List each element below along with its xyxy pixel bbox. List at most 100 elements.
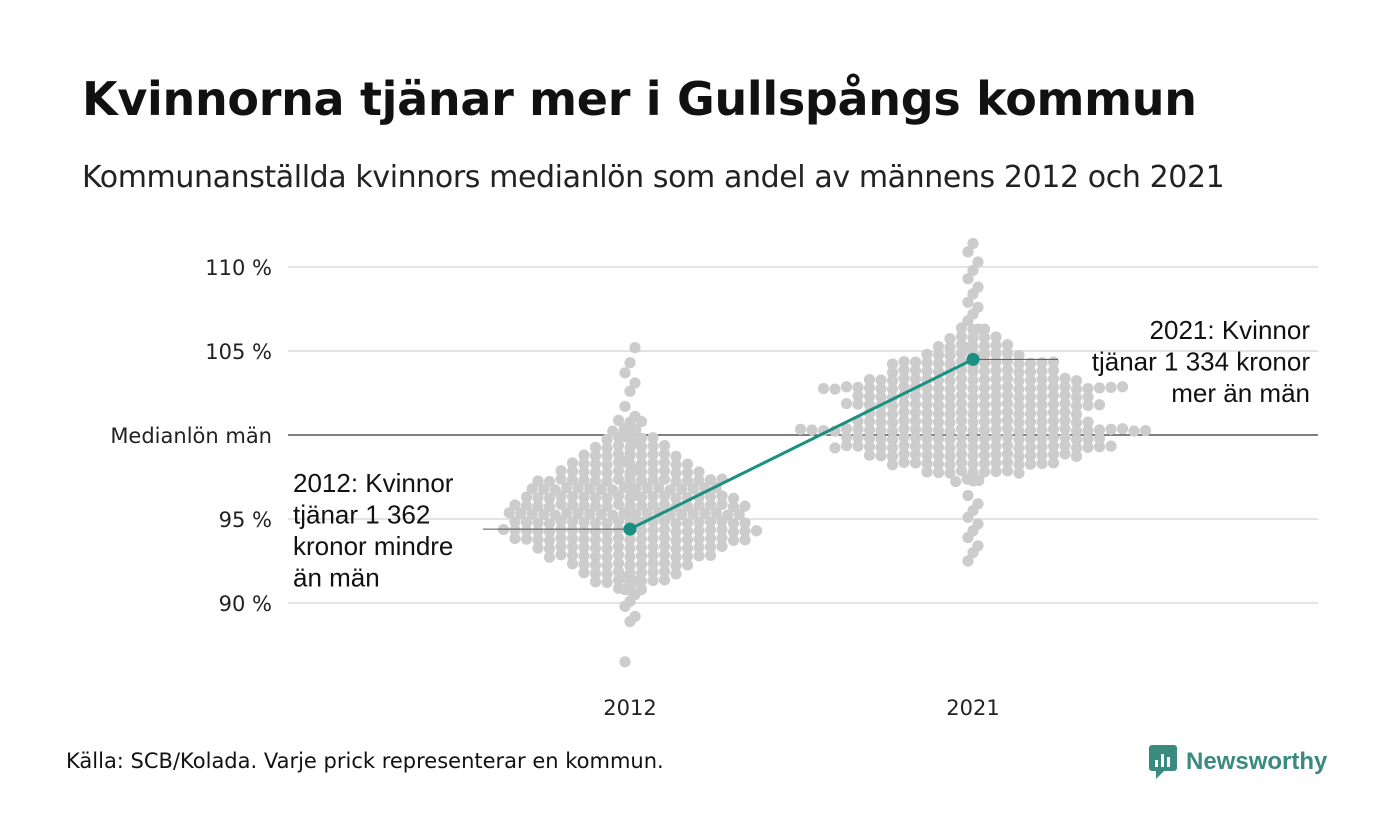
data-dot bbox=[658, 439, 671, 452]
data-dot bbox=[607, 484, 619, 496]
data-dot bbox=[549, 484, 561, 496]
data-dot bbox=[589, 475, 602, 487]
data-dot bbox=[1001, 431, 1014, 443]
data-dot bbox=[647, 448, 659, 461]
data-dot bbox=[875, 433, 887, 445]
data-dot bbox=[1024, 433, 1037, 445]
data-dot bbox=[727, 501, 740, 513]
data-dot bbox=[1024, 382, 1037, 395]
data-dot bbox=[578, 516, 590, 528]
data-dot bbox=[647, 465, 659, 477]
data-dot bbox=[624, 385, 636, 397]
data-dot bbox=[1059, 381, 1071, 393]
data-dot bbox=[921, 457, 933, 470]
data-dot bbox=[619, 656, 631, 668]
data-dot bbox=[543, 543, 556, 555]
data-dot bbox=[670, 551, 682, 563]
data-dot bbox=[526, 508, 538, 520]
dots-layer bbox=[497, 237, 1152, 668]
data-dot bbox=[1036, 457, 1048, 470]
data-dot bbox=[921, 390, 933, 402]
data-dot bbox=[921, 441, 933, 453]
data-dot bbox=[978, 466, 991, 478]
data-dot bbox=[589, 458, 602, 470]
data-dot bbox=[921, 415, 933, 428]
data-dot bbox=[898, 431, 910, 443]
data-dot bbox=[555, 465, 567, 477]
data-dot bbox=[944, 467, 956, 479]
data-dot bbox=[566, 558, 579, 570]
data-dot bbox=[886, 417, 899, 429]
data-dot bbox=[1047, 390, 1060, 402]
data-dot bbox=[1013, 383, 1025, 395]
data-dot bbox=[932, 408, 945, 420]
chart-subtitle: Kommunanställda kvinnors medianlön som a… bbox=[82, 160, 1225, 195]
data-dot bbox=[1036, 399, 1048, 411]
data-dot bbox=[875, 374, 887, 386]
data-dot bbox=[972, 256, 984, 268]
data-dot bbox=[863, 390, 876, 402]
data-dot bbox=[1070, 433, 1083, 446]
data-dot bbox=[909, 448, 922, 461]
data-dot bbox=[589, 559, 602, 571]
data-dot bbox=[693, 533, 705, 545]
data-dot bbox=[852, 440, 864, 452]
data-dot bbox=[635, 525, 648, 537]
data-dot bbox=[612, 498, 625, 510]
data-dot bbox=[693, 541, 705, 554]
data-dot bbox=[990, 331, 1002, 343]
data-dot bbox=[978, 373, 991, 386]
data-dot bbox=[624, 550, 636, 563]
data-dot bbox=[1013, 408, 1025, 420]
data-dot bbox=[898, 355, 910, 368]
data-dot bbox=[716, 498, 728, 510]
data-dot bbox=[629, 489, 641, 502]
data-dot bbox=[624, 447, 636, 460]
data-dot bbox=[955, 423, 968, 435]
data-dot bbox=[578, 474, 590, 486]
data-dot bbox=[601, 534, 613, 546]
data-dot bbox=[1047, 423, 1060, 435]
data-dot bbox=[886, 358, 899, 370]
data-dot bbox=[670, 517, 682, 530]
data-dot bbox=[875, 416, 887, 428]
data-dot bbox=[886, 366, 899, 378]
data-dot bbox=[978, 399, 991, 411]
data-dot bbox=[555, 540, 567, 552]
data-dot bbox=[566, 474, 579, 486]
data-dot bbox=[886, 459, 899, 471]
data-dot bbox=[967, 408, 979, 420]
data-dot bbox=[1036, 449, 1048, 461]
data-dot bbox=[543, 551, 556, 563]
data-dot bbox=[658, 473, 671, 485]
data-dot bbox=[955, 322, 968, 334]
data-dot bbox=[722, 509, 734, 521]
data-dot bbox=[1036, 382, 1048, 394]
data-dot bbox=[1024, 408, 1037, 420]
data-dot bbox=[944, 358, 956, 370]
reference-label: Medianlön män bbox=[110, 424, 272, 448]
data-dot bbox=[972, 498, 984, 510]
data-dot bbox=[584, 508, 596, 520]
data-dot bbox=[687, 483, 699, 495]
data-dot bbox=[932, 399, 945, 411]
data-dot bbox=[601, 442, 613, 454]
data-dot bbox=[840, 423, 853, 435]
data-dot bbox=[629, 610, 641, 623]
data-dot bbox=[863, 415, 876, 428]
data-dot bbox=[921, 432, 933, 444]
data-dot bbox=[1116, 423, 1129, 435]
data-dot bbox=[658, 532, 671, 544]
data-dot bbox=[572, 482, 584, 494]
data-dot bbox=[670, 568, 682, 580]
data-dot bbox=[944, 442, 956, 454]
data-dot bbox=[972, 301, 984, 313]
data-dot bbox=[704, 541, 717, 553]
data-dot bbox=[1047, 364, 1060, 377]
data-dot bbox=[909, 356, 922, 368]
data-dot bbox=[909, 373, 922, 385]
data-dot bbox=[601, 551, 613, 563]
data-dot bbox=[875, 424, 887, 437]
data-dot bbox=[578, 466, 590, 478]
data-dot bbox=[967, 424, 979, 437]
